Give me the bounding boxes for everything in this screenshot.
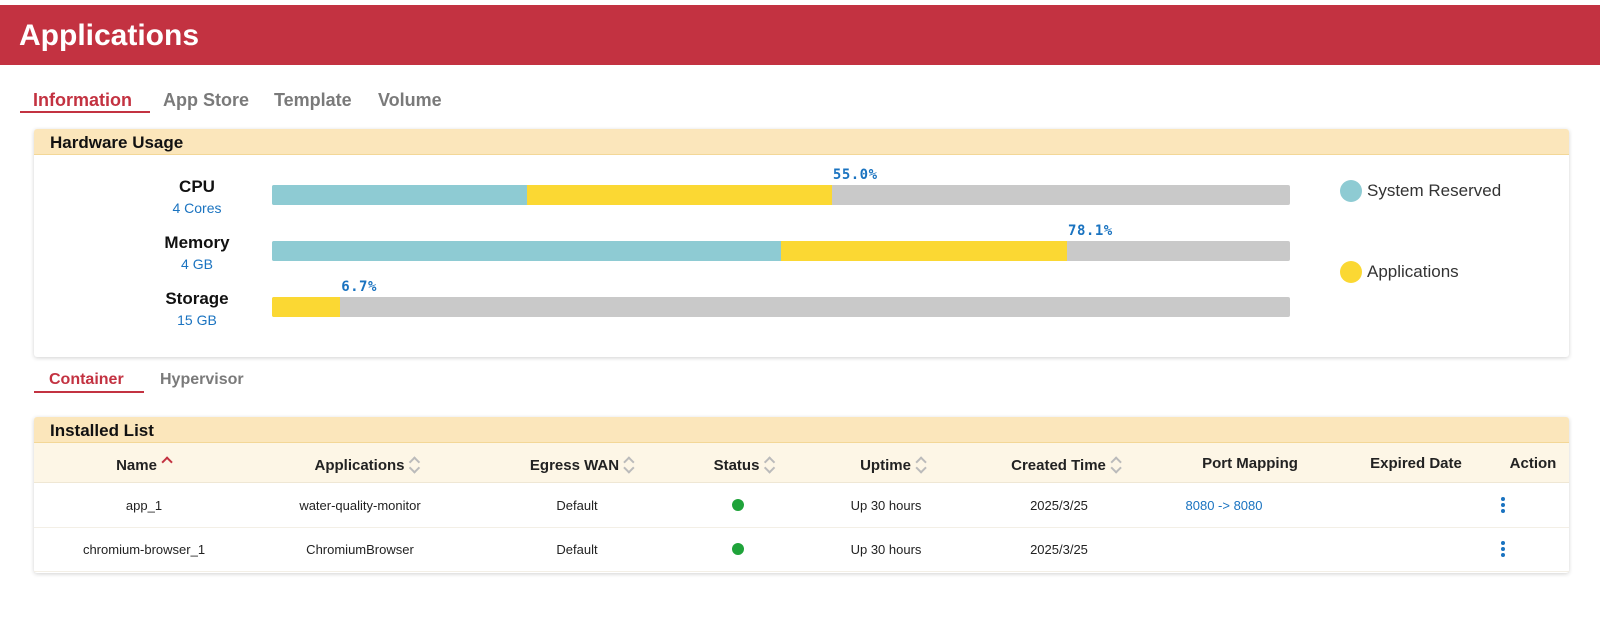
installed-list-card: Installed List Name Applications Egress …	[34, 417, 1569, 573]
cpu-system-reserved-segment	[272, 185, 527, 205]
cell-name: app_1	[125, 498, 163, 513]
tab-app-store[interactable]: App Store	[163, 90, 250, 110]
column-header-applications[interactable]: Applications	[314, 455, 421, 474]
cpu-cores: 4 Cores	[172, 200, 222, 216]
column-header-created-time[interactable]: Created Time	[1011, 455, 1122, 474]
storage-usage-bar	[272, 297, 1290, 317]
sort-icon[interactable]	[915, 455, 927, 474]
legend-system-reserved-swatch	[1340, 180, 1362, 202]
storage-label: Storage 15 GB	[112, 289, 282, 328]
storage-name: Storage	[165, 289, 229, 308]
cell-application: water-quality-monitor	[299, 498, 421, 513]
sort-icon[interactable]	[1110, 455, 1122, 474]
storage-applications-segment	[272, 297, 341, 317]
port-mapping-link[interactable]: 8080 -> 8080	[1185, 498, 1263, 513]
cpu-applications-segment	[526, 185, 832, 205]
app-header: Applications	[0, 5, 1600, 65]
column-header-uptime[interactable]: Uptime	[860, 455, 927, 474]
column-header-name[interactable]: Name	[116, 455, 173, 474]
cpu-label: CPU 4 Cores	[112, 177, 282, 216]
cell-uptime: Up 30 hours	[850, 542, 922, 557]
hardware-usage-title: Hardware Usage	[34, 129, 1569, 155]
storage-size: 15 GB	[177, 312, 217, 328]
hardware-usage-card: Hardware Usage CPU 4 Cores 55.0% Memory …	[34, 129, 1569, 357]
cpu-name: CPU	[179, 177, 215, 196]
memory-name: Memory	[164, 233, 230, 252]
column-header-port-mapping: Port Mapping	[1202, 455, 1298, 472]
cell-egress-wan: Default	[556, 542, 598, 557]
legend-applications-label: Applications	[1367, 262, 1459, 281]
cpu-usage-percent: 55.0%	[832, 167, 878, 183]
cell-application: ChromiumBrowser	[306, 542, 414, 557]
column-header-action: Action	[1509, 455, 1557, 472]
memory-applications-segment	[781, 241, 1068, 261]
table-row: chromium-browser_1 ChromiumBrowser Defau…	[34, 528, 1569, 572]
legend-system-reserved-label: System Reserved	[1367, 181, 1502, 200]
cell-name: chromium-browser_1	[82, 542, 206, 557]
page-title: Applications	[19, 19, 200, 52]
cell-created-time: 2025/3/25	[1030, 542, 1088, 557]
more-actions-icon[interactable]	[1500, 540, 1506, 558]
memory-label: Memory 4 GB	[112, 233, 282, 272]
sort-icon[interactable]	[763, 455, 776, 474]
cell-egress-wan: Default	[556, 498, 598, 513]
memory-system-reserved-segment	[272, 241, 781, 261]
cpu-usage-bar	[272, 185, 1290, 205]
cell-uptime: Up 30 hours	[850, 498, 922, 513]
active-tab-underline	[20, 111, 150, 113]
memory-usage-bar	[272, 241, 1290, 261]
memory-usage-percent: 78.1%	[1068, 223, 1113, 239]
storage-usage-percent: 6.7%	[341, 279, 377, 295]
table-header: Name Applications Egress WAN Status Upti…	[34, 443, 1569, 483]
active-subtab-underline	[34, 391, 144, 393]
tab-container[interactable]: Container	[49, 371, 124, 388]
status-running-dot	[732, 499, 744, 511]
cell-created-time: 2025/3/25	[1030, 498, 1088, 513]
column-header-status[interactable]: Status	[714, 455, 776, 474]
tab-information[interactable]: Information	[33, 90, 132, 110]
legend-applications-swatch	[1340, 261, 1362, 283]
tab-template[interactable]: Template	[274, 90, 352, 110]
column-header-expired-date: Expired Date	[1370, 455, 1462, 472]
more-actions-icon[interactable]	[1500, 496, 1506, 514]
memory-size: 4 GB	[181, 256, 213, 272]
installed-list-title: Installed List	[34, 417, 1569, 443]
status-running-dot	[732, 543, 744, 555]
sort-icon[interactable]	[623, 455, 635, 474]
table-row: app_1 water-quality-monitor Default Up 3…	[34, 484, 1569, 528]
column-header-egress-wan[interactable]: Egress WAN	[530, 455, 635, 474]
sort-icon[interactable]	[408, 455, 421, 474]
tab-hypervisor[interactable]: Hypervisor	[160, 371, 244, 388]
sort-ascending-icon[interactable]	[161, 455, 173, 473]
tab-volume[interactable]: Volume	[378, 90, 442, 110]
